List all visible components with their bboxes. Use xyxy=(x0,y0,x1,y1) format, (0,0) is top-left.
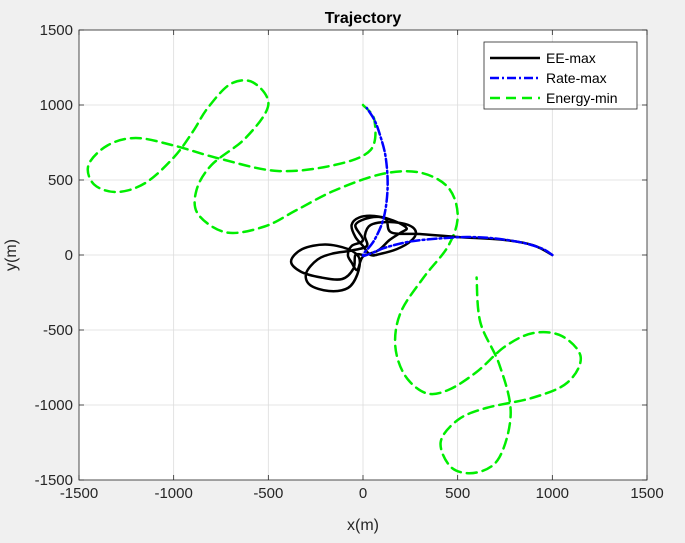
series-line-energy-min xyxy=(86,79,582,475)
x-tick-label: 500 xyxy=(445,485,470,502)
y-tick-label: 0 xyxy=(65,247,73,264)
y-tick-label: -1500 xyxy=(35,472,73,489)
x-tick-label: 1000 xyxy=(536,485,569,502)
x-tick-label: 1500 xyxy=(630,485,663,502)
series-layer xyxy=(86,79,582,475)
x-tick-label: -1000 xyxy=(154,485,192,502)
legend: EE-max Rate-max Energy-min xyxy=(483,41,638,110)
series-line-rate-max xyxy=(361,106,554,258)
y-tick-label: 1000 xyxy=(40,97,73,114)
y-tick-label: -1000 xyxy=(35,397,73,414)
series-line-ee-max xyxy=(289,214,554,293)
y-tick-label: 1500 xyxy=(40,22,73,39)
axis-ticks: -1500 -1000 -500 0 500 1000 1500 -1500 -1000 -500… xyxy=(35,22,664,502)
legend-label-ee-max: EE-max xyxy=(546,50,596,66)
x-tick-label: -1500 xyxy=(60,485,98,502)
legend-label-energy-min: Energy-min xyxy=(546,90,618,106)
legend-label-rate-max: Rate-max xyxy=(546,70,607,86)
x-axis-label: x(m) xyxy=(347,517,379,534)
y-axis-label: y(m) xyxy=(3,239,20,271)
y-tick-label: 500 xyxy=(48,172,73,189)
x-tick-label: -500 xyxy=(253,485,283,502)
y-tick-label: -500 xyxy=(43,322,73,339)
chart-title: Trajectory xyxy=(325,10,402,27)
x-tick-label: 0 xyxy=(359,485,367,502)
